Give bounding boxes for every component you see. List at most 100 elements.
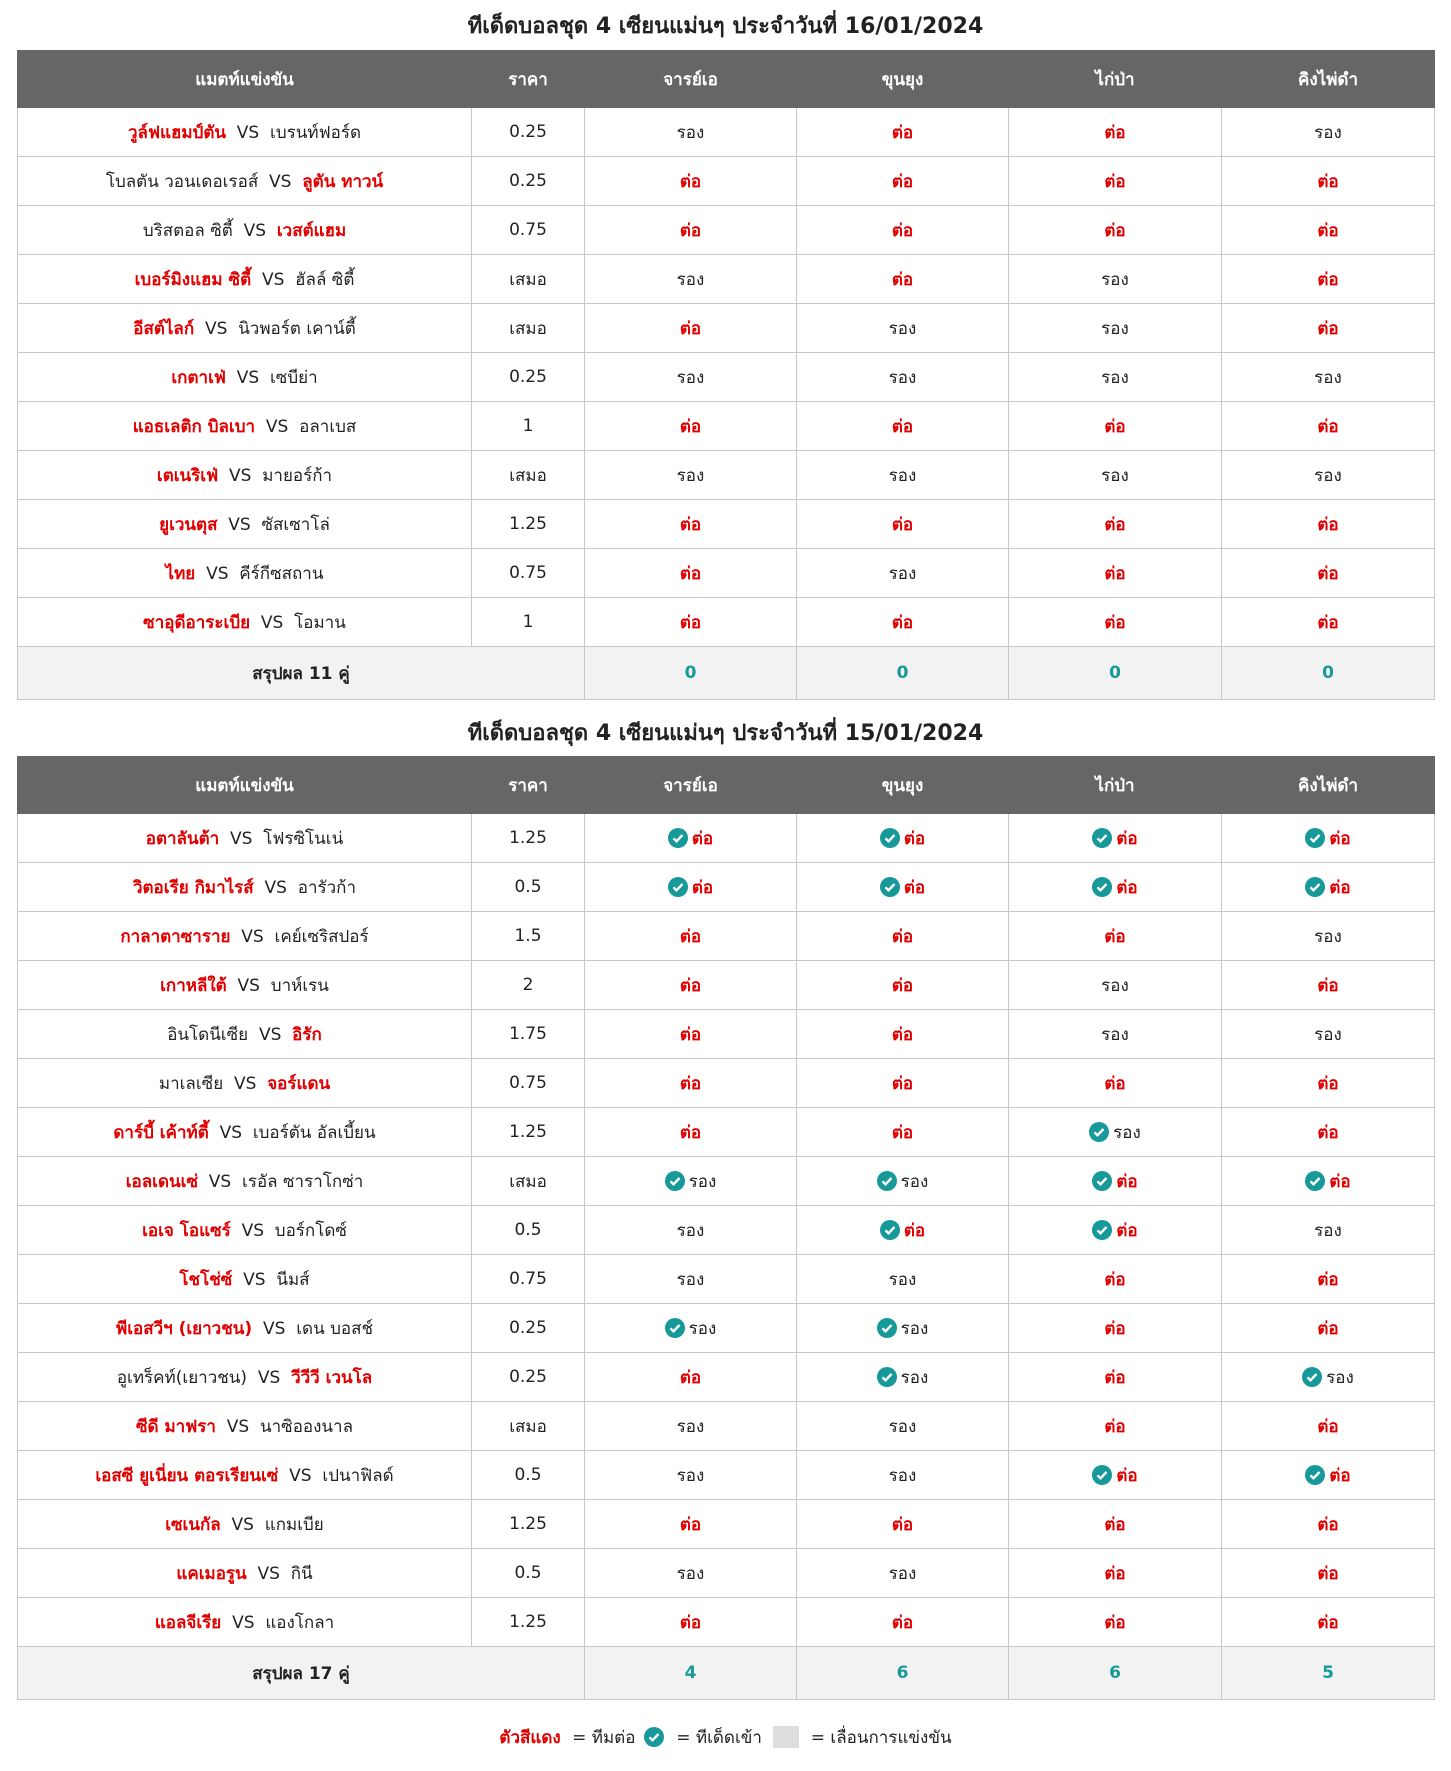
away-team: อารัวก้า [297,877,357,898]
pick: ต่อ [1317,220,1339,241]
pick: ต่อ [1104,122,1126,143]
pick-cell: ต่อ [1008,107,1222,157]
pick-cell: ต่อ [1008,1450,1222,1500]
pick-cell: รอง [584,352,797,402]
pick-cell: รอง [584,107,797,157]
away-team: โอมาน [294,612,346,633]
match-row: อินโดนีเซีย VS อิรัก 1.75 ต่อ ต่อ รอง รอง [17,1009,1435,1059]
pick-cell: ต่อ [1008,156,1222,206]
pick-cell: ต่อ [796,911,1009,961]
home-team: มาเลเซีย [158,1073,224,1094]
match-cell: แอลจีเรีย VS แองโกลา [17,1597,472,1647]
pick: รอง [676,1465,705,1486]
pick-cell: ต่อ [1008,1156,1222,1206]
pick: รอง [888,1465,917,1486]
match-row: วิตอเรีย กิมาไรส์ VS อารัวก้า 0.5 ต่อ ต่อ ต่… [17,862,1435,912]
pick-cell: ต่อ [796,1058,1009,1108]
check-icon [667,876,688,897]
check-icon [1092,1464,1113,1485]
check-icon [876,1170,897,1191]
summary-row: สรุปผล 11 คู่ 0 0 0 0 [17,646,1435,700]
pick-cell: รอง [796,1401,1009,1451]
pick-cell: รอง [584,450,797,500]
pick: รอง [676,122,705,143]
price-cell: 1.25 [471,1597,585,1647]
match-cell: พีเอสวีฯ (เยาวชน) VS เดน บอสช์ [17,1303,472,1353]
match-cell: แคเมอรูน VS กินี [17,1548,472,1598]
summary-value: 0 [1008,646,1222,700]
pick-cell: ต่อ [796,401,1009,451]
picks-table: แมตท์แข่งขัน ราคา จารย์เอ ขุนยุง ไก่ป่า คิงไพ… [17,756,1435,1700]
header-row: แมตท์แข่งขัน ราคา จารย์เอ ขุนยุง ไก่ป่า คิงไพ… [17,756,1435,814]
vs: VS [233,1073,257,1094]
header-cell: ราคา [471,756,585,814]
pick: รอง [1314,122,1342,143]
pick: ต่อ [1317,1269,1339,1290]
pick: รอง [1314,926,1342,947]
match-cell: แอธเลติก บิลเบา VS อลาเบส [17,401,472,451]
match-row: ดาร์บี้ เค้าท์ตี้ VS เบอร์ตัน อัลเบี้ยน 1… [17,1107,1435,1157]
home-team: โบลตัน วอนเดอเรอส์ [105,171,259,192]
pick-cell: รอง [1008,352,1222,402]
match-cell: เซเนกัล VS แกมเบีย [17,1499,472,1549]
home-team: เตเนริเฟ่ [156,465,219,486]
vs: VS [226,1416,250,1437]
summary-value: 5 [1221,1646,1435,1700]
check-icon [879,1219,900,1240]
pick: ต่อ [891,612,914,633]
pick: ต่อ [1317,1563,1339,1584]
pick-cell: ต่อ [1008,1303,1222,1353]
pick-cell: รอง [796,1548,1009,1598]
match-cell: เอลเดนเซ่ VS เรอัล ซาราโกซ่า [17,1156,472,1206]
home-team: ซาอุดีอาระเบีย [143,612,251,633]
pick: ต่อ [1317,563,1339,584]
pick: รอง [676,269,705,290]
match-cell: ไทย VS คีร์กีซสถาน [17,548,472,598]
match-cell: อูเทร็คท์(เยาวชน) VS วีวีวี เวนโล [17,1352,472,1402]
pick-cell: รอง [1221,450,1435,500]
pick: รอง [676,1563,705,1584]
match-row: ยูเวนตุส VS ซัสเซาโล่ 1.25 ต่อ ต่อ ต่อ ต่อ [17,499,1435,549]
vs: VS [241,1220,264,1241]
pick: ต่อ [679,926,702,947]
pick: ต่อ [679,318,702,339]
match-row: เกาหลีใต้ VS บาห์เรน 2 ต่อ ต่อ รอง ต่อ [17,960,1435,1010]
pick-cell: ต่อ [796,205,1009,255]
header-cell: จารย์เอ [584,50,797,108]
pick: ต่อ [1116,1220,1138,1241]
match-row: โบลตัน วอนเดอเรอส์ VS ลูตัน ทาวน์ 0.25 ต่อ… [17,156,1435,206]
vs: VS [257,1563,280,1584]
pick: รอง [676,1220,705,1241]
pick-cell: ต่อ [1221,1156,1435,1206]
pick-cell: รอง [584,1450,797,1500]
match-row: ซีดี มาฟรา VS นาซิอองนาล เสมอ รอง รอง ต่อ ต่อ [17,1401,1435,1451]
match-cell: มาเลเซีย VS จอร์แดน [17,1058,472,1108]
check-icon [667,827,688,848]
pick: ต่อ [1104,1612,1126,1633]
pick: ต่อ [1317,1416,1339,1437]
home-team: อตาลันต้า [145,828,220,849]
price-cell: 2 [471,960,585,1010]
away-team: คีร์กีซสถาน [239,563,324,584]
pick: ต่อ [1104,1563,1126,1584]
pick-cell: รอง [796,1303,1009,1353]
vs: VS [219,1122,242,1143]
vs: VS [261,269,285,290]
pick-cell: ต่อ [1008,1352,1222,1402]
away-team: ซัสเซาโล่ [261,514,330,535]
pick-cell: ต่อ [1221,1107,1435,1157]
pick-cell: ต่อ [1008,1205,1222,1255]
pick: รอง [888,1416,917,1437]
price-cell: เสมอ [471,254,585,304]
pick-cell: ต่อ [584,1058,797,1108]
match-cell: ซาอุดีอาระเบีย VS โอมาน [17,597,472,647]
home-team: อินโดนีเซีย [167,1024,249,1045]
pick-cell: รอง [796,303,1009,353]
check-icon [876,1366,897,1387]
match-row: กาลาตาซาราย VS เคย์เซริสปอร์ 1.5 ต่อ ต่อ ต่อ… [17,911,1435,961]
header-cell: ขุนยุง [796,756,1009,814]
price-cell: 0.25 [471,1352,585,1402]
check-icon [643,1727,664,1747]
vs: VS [206,563,229,584]
match-row: เตเนริเฟ่ VS มายอร์ก้า เสมอ รอง รอง รอง รอง [17,450,1435,500]
